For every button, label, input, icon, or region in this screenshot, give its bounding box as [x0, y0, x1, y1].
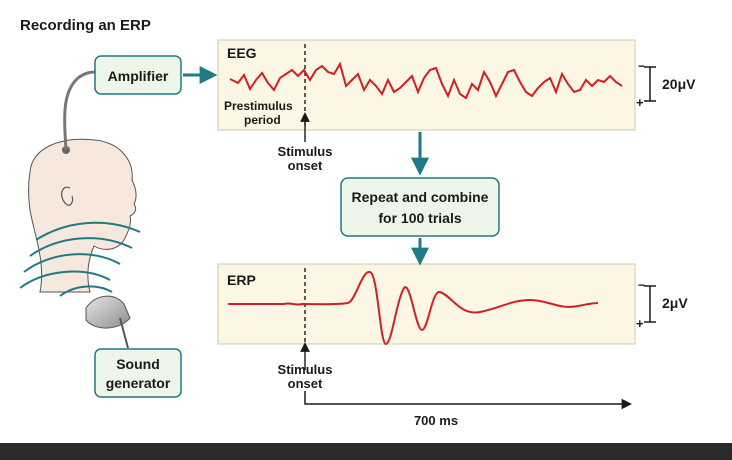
sound-waves — [19, 221, 141, 297]
repeat-combine-box: Repeat and combine for 100 trials — [340, 177, 500, 237]
eeg-stimulus-label-line1: Stimulus — [278, 144, 333, 159]
erp-stimulus-label-line1: Stimulus — [278, 362, 333, 377]
amplifier-box: Amplifier — [94, 55, 182, 95]
sound-generator-label-line2: generator — [106, 375, 171, 391]
eeg-scale-bar: − + 20μV — [636, 59, 696, 110]
electrode-cable — [63, 70, 97, 151]
amplifier-label: Amplifier — [108, 68, 169, 84]
prestimulus-label-line2: period — [244, 113, 281, 127]
eeg-scale-plus: + — [636, 95, 644, 110]
head-illustration — [28, 138, 137, 293]
repeat-label-line2: for 100 trials — [378, 210, 461, 226]
erp-scale-minus: − — [638, 278, 645, 292]
repeat-label-line1: Repeat and combine — [352, 189, 489, 205]
bottom-bar — [0, 443, 732, 460]
eeg-panel — [217, 39, 636, 131]
figure-title: Recording an ERP — [20, 17, 151, 34]
time-axis-arrow — [304, 391, 633, 410]
eeg-stimulus-label-line2: onset — [288, 158, 323, 173]
speaker-icon — [85, 295, 131, 349]
eeg-label: EEG — [227, 45, 257, 61]
erp-scale-plus: + — [636, 316, 644, 331]
sound-generator-label-line1: Sound — [116, 356, 160, 372]
time-label: 700 ms — [414, 413, 458, 428]
eeg-scale-minus: − — [638, 59, 645, 73]
eeg-scale-label: 20μV — [662, 76, 696, 92]
erp-scale-bar: − + 2μV — [636, 278, 688, 331]
erp-scale-label: 2μV — [662, 295, 688, 311]
erp-label: ERP — [227, 272, 256, 288]
erp-trace — [228, 271, 599, 346]
erp-stimulus-label-line2: onset — [288, 376, 323, 391]
eeg-trace — [229, 61, 623, 100]
prestimulus-label-line1: Prestimulus — [224, 99, 293, 113]
sound-generator-box: Sound generator — [94, 348, 182, 398]
